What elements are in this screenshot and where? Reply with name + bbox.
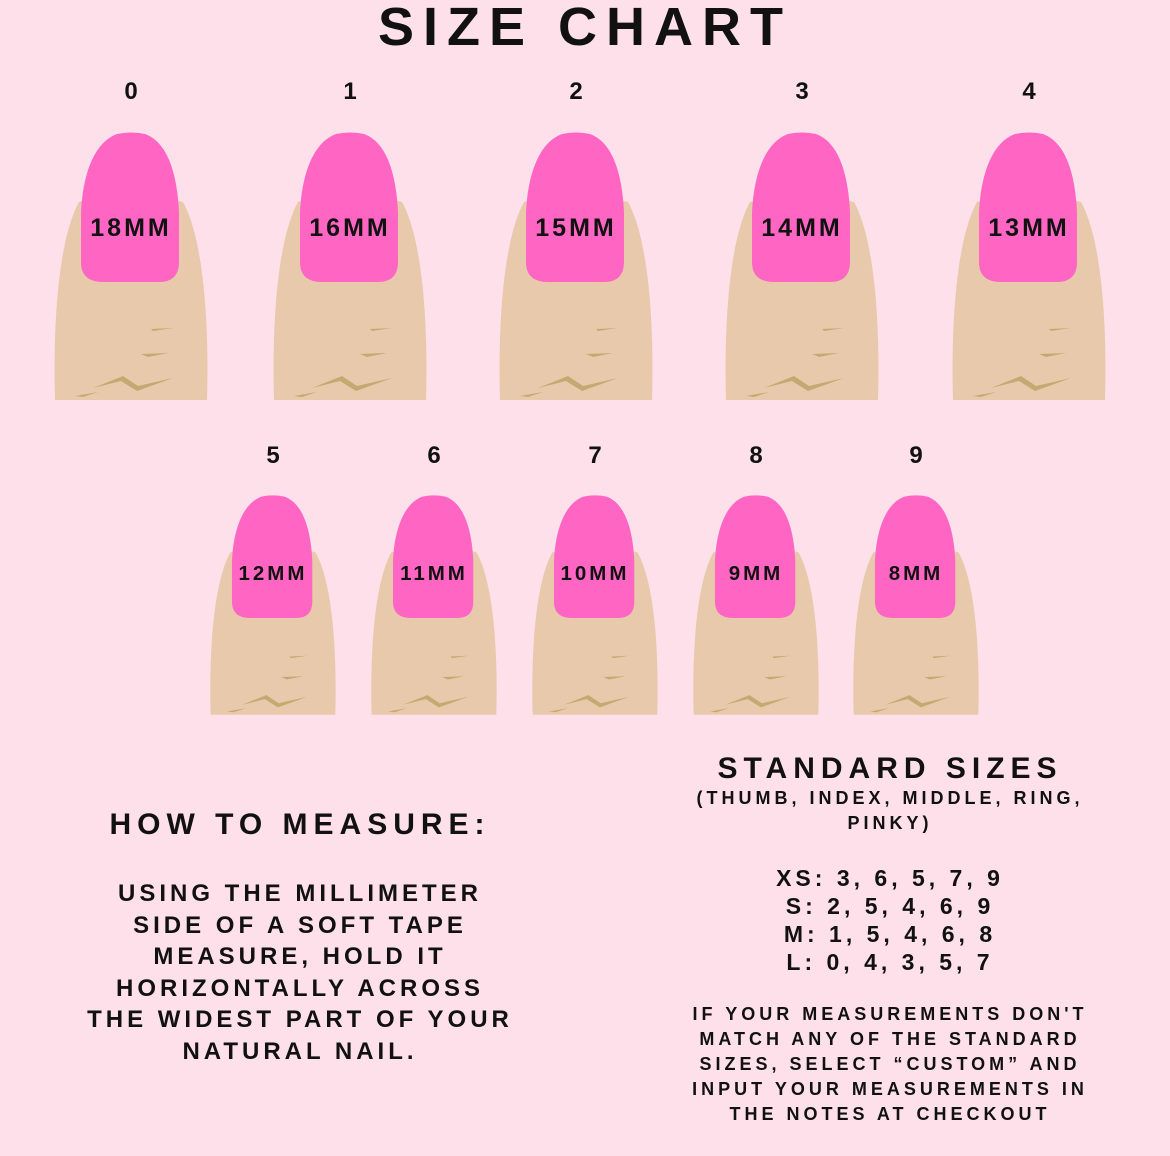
finger-size-3: 14MM	[724, 132, 880, 404]
nail-shape	[979, 132, 1077, 282]
standard-sizes: STANDARD SIZES (THUMB, INDEX, MIDDLE, RI…	[640, 752, 1140, 1127]
instruction-line: HORIZONTALLY ACROSS	[115, 974, 485, 1002]
nail-shape	[231, 495, 313, 618]
instruction-line: SIDE OF A SOFT TAPE	[133, 911, 467, 939]
how-to-heading: HOW TO MEASURE:	[109, 808, 491, 841]
size-number: 5	[266, 442, 280, 469]
nail-width-label: 8MM	[888, 562, 944, 586]
custom-note-line: INPUT YOUR MEASUREMENTS IN	[692, 1079, 1088, 1099]
nail-width-label: 16MM	[309, 214, 391, 242]
finger-order-line: (THUMB, INDEX, MIDDLE, RING,	[696, 788, 1084, 808]
finger-size-4: 13MM	[951, 132, 1107, 404]
page-title: SIZE CHART	[378, 0, 792, 57]
standard-size-row: XS: 3, 6, 5, 7, 9	[776, 865, 1004, 891]
size-number: 7	[588, 442, 602, 469]
standard-size-row: S: 2, 5, 4, 6, 9	[785, 893, 995, 919]
finger-size-9: 8MM	[852, 495, 980, 718]
finger-size-1: 16MM	[272, 132, 428, 404]
nail-width-label: 12MM	[238, 562, 308, 586]
size-number: 6	[427, 442, 441, 469]
nail-width-label: 10MM	[560, 562, 630, 586]
size-number: 3	[795, 78, 809, 105]
custom-note-line: MATCH ANY OF THE STANDARD	[699, 1029, 1081, 1049]
standard-size-row: L: 0, 4, 3, 5, 7	[786, 949, 994, 975]
instruction-line: MEASURE, HOLD IT	[153, 943, 447, 970]
finger-size-0: 18MM	[53, 132, 209, 404]
standard-size-row: M: 1, 5, 4, 6, 8	[783, 921, 997, 947]
instruction-line: USING THE MILLIMETER	[118, 880, 482, 907]
nail-shape	[553, 495, 635, 618]
size-number: 9	[909, 442, 923, 469]
finger-size-5: 12MM	[209, 495, 337, 718]
custom-note-line: IF YOUR MEASUREMENTS DON'T	[692, 1004, 1088, 1024]
instruction-line: THE WIDEST PART OF YOUR	[87, 1006, 513, 1033]
standard-heading: STANDARD SIZES	[717, 752, 1063, 785]
nail-width-label: 11MM	[400, 562, 468, 586]
nail-width-label: 13MM	[988, 214, 1070, 242]
finger-order-line: PINKY)	[847, 813, 933, 833]
nail-shape	[81, 132, 179, 282]
size-number: 0	[124, 78, 138, 105]
finger-size-6: 11MM	[370, 495, 498, 718]
nail-shape	[714, 495, 796, 618]
finger-size-7: 10MM	[531, 495, 659, 718]
size-number: 2	[569, 78, 583, 105]
instruction-line: NATURAL NAIL.	[182, 1037, 418, 1065]
nail-shape	[526, 132, 624, 282]
nail-width-label: 9MM	[728, 562, 784, 586]
nail-shape	[874, 495, 956, 618]
how-to-measure: HOW TO MEASURE: USING THE MILLIMETER SIDE…	[60, 808, 540, 1067]
custom-note-line: SIZES, SELECT “CUSTOM” AND	[699, 1054, 1081, 1074]
finger-size-2: 15MM	[498, 132, 654, 404]
size-number: 1	[343, 78, 357, 105]
nail-width-label: 18MM	[90, 214, 172, 242]
nail-shape	[752, 132, 850, 282]
custom-note-line: THE NOTES AT CHECKOUT	[729, 1104, 1051, 1124]
size-number: 4	[1022, 78, 1036, 105]
finger-size-8: 9MM	[692, 495, 820, 718]
nail-width-label: 15MM	[535, 214, 617, 242]
nail-width-label: 14MM	[761, 214, 843, 242]
nail-shape	[300, 132, 398, 282]
size-number: 8	[749, 442, 763, 469]
nail-shape	[392, 495, 474, 618]
